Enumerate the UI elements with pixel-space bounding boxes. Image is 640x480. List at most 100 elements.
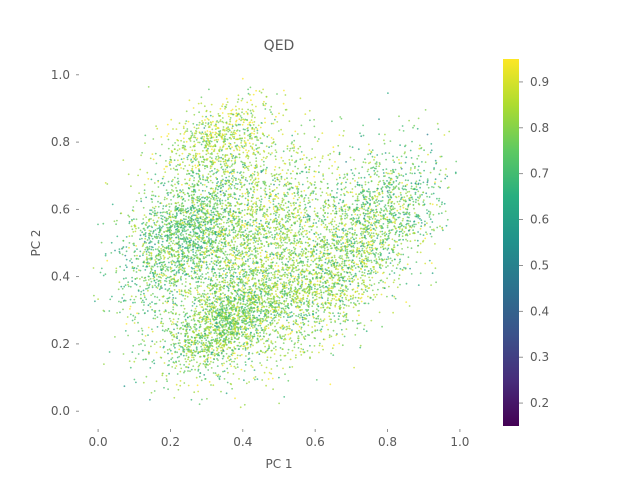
scatter-point [218, 332, 221, 335]
scatter-point [236, 302, 239, 305]
scatter-point [216, 206, 219, 209]
scatter-point [231, 223, 234, 226]
scatter-point [197, 313, 200, 316]
scatter-point [140, 301, 143, 304]
scatter-point [180, 275, 183, 278]
scatter-point [203, 289, 206, 292]
scatter-point [168, 234, 171, 236]
scatter-point [227, 326, 230, 329]
scatter-point [178, 344, 181, 347]
scatter-point [206, 354, 209, 357]
scatter-point [257, 309, 260, 312]
scatter-point [204, 225, 207, 227]
scatter-point [270, 317, 273, 319]
scatter-point [208, 346, 210, 349]
scatter-point [402, 206, 405, 209]
scatter-point [128, 246, 130, 249]
scatter-point [127, 283, 129, 286]
scatter-point [127, 334, 129, 337]
scatter-point [204, 350, 206, 352]
scatter-point [335, 258, 337, 261]
scatter-point [252, 307, 255, 309]
scatter-point [266, 320, 268, 322]
scatter-point [289, 358, 292, 361]
scatter-point [201, 246, 204, 249]
scatter-point [146, 226, 149, 229]
scatter-point [176, 227, 179, 230]
scatter-point [241, 315, 244, 318]
scatter-point [236, 254, 239, 256]
scatter-point [232, 373, 235, 375]
scatter-point [196, 201, 199, 204]
scatter-point [180, 264, 183, 267]
scatter-point [156, 263, 158, 265]
scatter-point [150, 254, 153, 257]
scatter-point [213, 249, 216, 252]
scatter-point [132, 269, 135, 272]
scatter-point [304, 288, 306, 291]
scatter-point [152, 359, 155, 362]
scatter-point [234, 320, 237, 323]
scatter-point [145, 253, 148, 256]
scatter-point [218, 290, 221, 293]
scatter-point [178, 290, 181, 293]
scatter-point [115, 271, 117, 274]
scatter-point [215, 318, 218, 320]
scatter-point [260, 310, 262, 313]
scatter-point [176, 225, 179, 228]
scatter-point [204, 319, 207, 322]
scatter-point [205, 366, 207, 369]
scatter-point [140, 290, 143, 293]
scatter-point [212, 207, 214, 210]
scatter-point [167, 266, 169, 269]
scatter-point [184, 335, 187, 338]
scatter-point [193, 310, 196, 313]
scatter-point [154, 269, 157, 272]
scatter-point [300, 354, 303, 356]
scatter-point [191, 183, 194, 185]
scatter-point [140, 343, 142, 345]
scatter-point [178, 271, 180, 274]
scatter-point [257, 305, 259, 308]
scatter-point [158, 309, 161, 312]
scatter-point [169, 219, 172, 222]
scatter-point [181, 248, 184, 251]
scatter-point [253, 234, 256, 236]
scatter-point [182, 294, 185, 297]
scatter-point [190, 319, 193, 321]
scatter-point [144, 248, 147, 251]
scatter-point [122, 353, 125, 355]
scatter-point [168, 282, 171, 284]
scatter-point [162, 322, 165, 325]
scatter-point [128, 242, 131, 244]
scatter-point [170, 229, 173, 232]
scatter-point [175, 360, 177, 363]
scatter-point [168, 348, 171, 351]
scatter-point [217, 345, 220, 348]
scatter-point [220, 352, 223, 354]
scatter-point [357, 217, 360, 220]
scatter-point [199, 252, 202, 255]
scatter-point [212, 384, 215, 387]
scatter-point [165, 277, 168, 280]
scatter-point [177, 206, 180, 209]
scatter-point [153, 279, 156, 282]
scatter-point [417, 117, 420, 120]
scatter-point [236, 275, 238, 278]
scatter-point [419, 144, 421, 147]
scatter-point [225, 207, 228, 210]
scatter-point [206, 179, 209, 182]
scatter-point [198, 262, 200, 265]
scatter-point [406, 263, 409, 266]
scatter-point [214, 372, 217, 374]
scatter-point [154, 295, 156, 298]
scatter-point [201, 306, 204, 309]
scatter-point [173, 269, 176, 272]
scatter-point [221, 304, 224, 307]
scatter-point [163, 182, 166, 185]
scatter-point [188, 350, 191, 353]
scatter-point [314, 258, 317, 261]
scatter-point [257, 297, 260, 299]
scatter-point [227, 198, 229, 201]
scatter-point [186, 346, 188, 349]
